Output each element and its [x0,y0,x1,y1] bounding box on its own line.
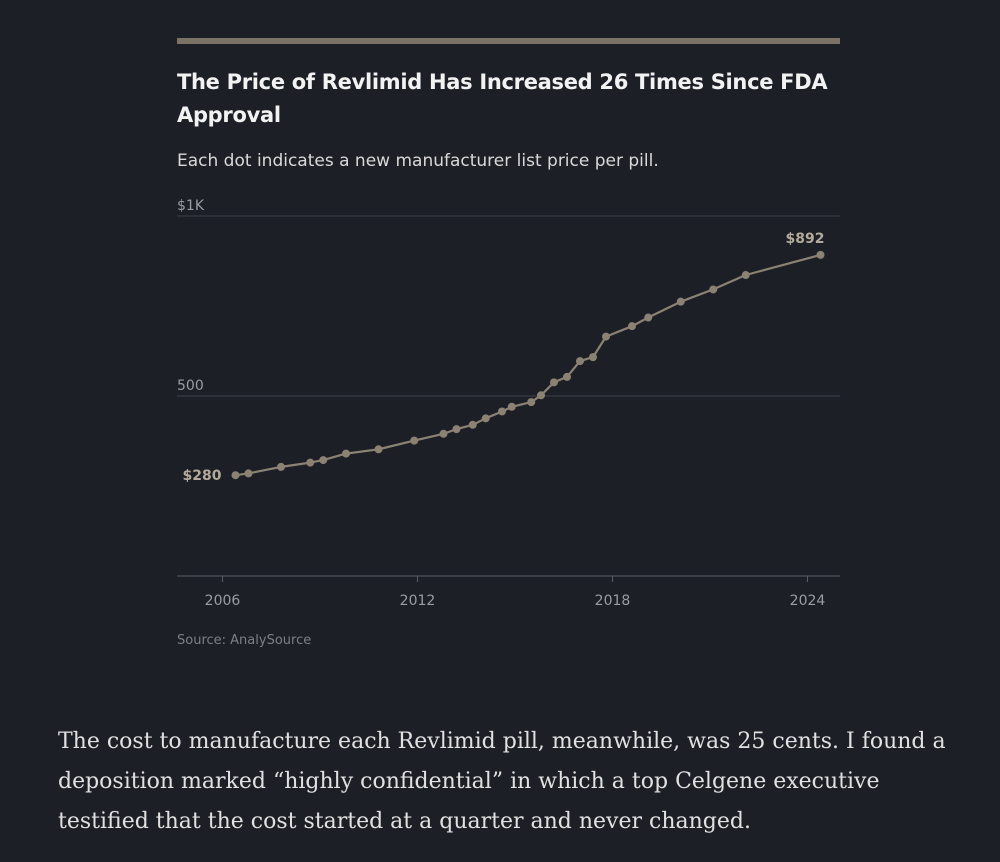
chart-subtitle: Each dot indicates a new manufacturer li… [177,151,659,171]
data-point [277,462,285,471]
y-tick-label: 500 [177,378,204,394]
chart-title: The Price of Revlimid Has Increased 26 T… [177,70,828,127]
article-paragraph: The cost to manufacture each Revlimid pi… [58,729,946,834]
data-point [709,285,718,294]
series-layer [231,250,825,480]
data-point [576,357,584,366]
y-tick-label: $1K [177,198,205,214]
chart-source: Source: AnalySource [177,633,312,648]
grid-layer [177,215,840,397]
data-point [468,420,477,429]
price-line-chart: 500 $1K 2006 2012 2018 2024 $280 $892 [177,198,840,609]
data-point [816,250,825,259]
data-point [342,449,350,458]
data-point [452,425,461,434]
x-tick-label: 2024 [790,593,826,609]
data-point [644,313,653,322]
data-point [306,458,315,467]
data-point [319,456,328,465]
data-point [550,378,558,387]
data-point [602,332,610,341]
x-tick-label: 2018 [595,593,631,609]
data-point [589,353,597,362]
data-label: $280 [183,468,222,484]
data-point [410,436,419,445]
x-tick-label: 2012 [400,593,436,609]
data-point [439,429,448,438]
series-line [235,253,821,477]
annotation-layer: $280 $892 [183,231,825,484]
data-label: $892 [786,231,825,247]
data-point [628,322,636,331]
data-point [498,407,506,416]
title-rule [177,38,840,44]
data-point [527,398,536,407]
data-point [231,471,240,480]
data-point [537,391,545,400]
x-tick-label: 2006 [205,593,241,609]
data-point [563,372,571,381]
data-point [676,297,685,306]
data-point [374,445,383,454]
data-point [741,271,750,280]
axis-layer: 500 $1K 2006 2012 2018 2024 [177,198,840,609]
data-point [481,414,490,423]
data-point [244,469,253,478]
data-point [507,402,516,411]
